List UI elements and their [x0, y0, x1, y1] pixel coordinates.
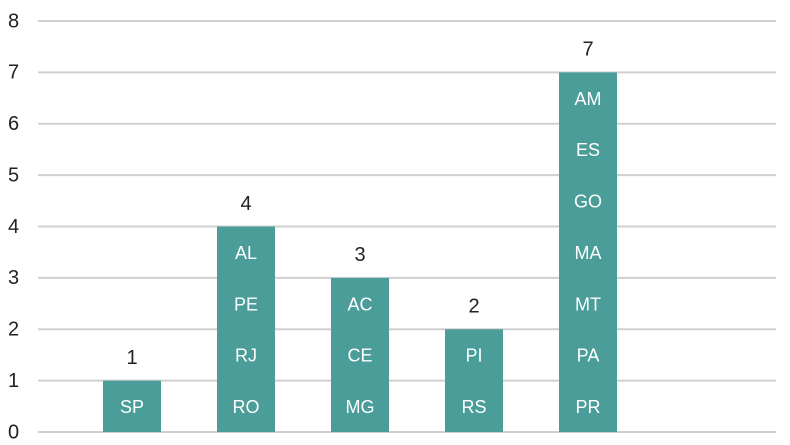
- segment-label: GO: [574, 192, 602, 212]
- segment-label: PR: [575, 397, 600, 417]
- segment-label: AM: [575, 89, 602, 109]
- segment-label: MT: [575, 294, 601, 314]
- y-tick-label: 4: [8, 216, 19, 238]
- value-label: 1: [126, 347, 137, 369]
- value-label: 7: [582, 39, 593, 61]
- value-label: 4: [240, 193, 251, 215]
- y-tick-label: 2: [8, 319, 19, 341]
- y-tick-label: 6: [8, 113, 19, 135]
- bar: [331, 277, 389, 432]
- segment-label: RJ: [235, 346, 257, 366]
- bar: [103, 380, 161, 432]
- segment-label: AL: [235, 243, 257, 263]
- segment-label: ES: [576, 140, 600, 160]
- y-tick-label: 1: [8, 370, 19, 392]
- segment-label: AC: [347, 294, 372, 314]
- segment-label: SP: [120, 397, 144, 417]
- segment-label: MA: [575, 243, 602, 263]
- y-tick-label: 3: [8, 267, 19, 289]
- segment-label: PE: [234, 294, 258, 314]
- segment-label: PA: [577, 346, 600, 366]
- bar: [559, 72, 617, 432]
- y-tick-label: 8: [8, 10, 19, 32]
- bar: [217, 226, 275, 432]
- segment-label: MG: [346, 397, 375, 417]
- value-label: 2: [468, 296, 479, 318]
- y-tick-label: 0: [8, 421, 19, 443]
- value-label: 3: [354, 244, 365, 266]
- y-tick-label: 5: [8, 164, 19, 186]
- bar: [445, 329, 503, 432]
- segment-label: PI: [465, 346, 482, 366]
- segment-label: RO: [233, 397, 260, 417]
- segment-label: RS: [461, 397, 486, 417]
- y-tick-label: 7: [8, 62, 19, 84]
- segment-label: CE: [347, 346, 372, 366]
